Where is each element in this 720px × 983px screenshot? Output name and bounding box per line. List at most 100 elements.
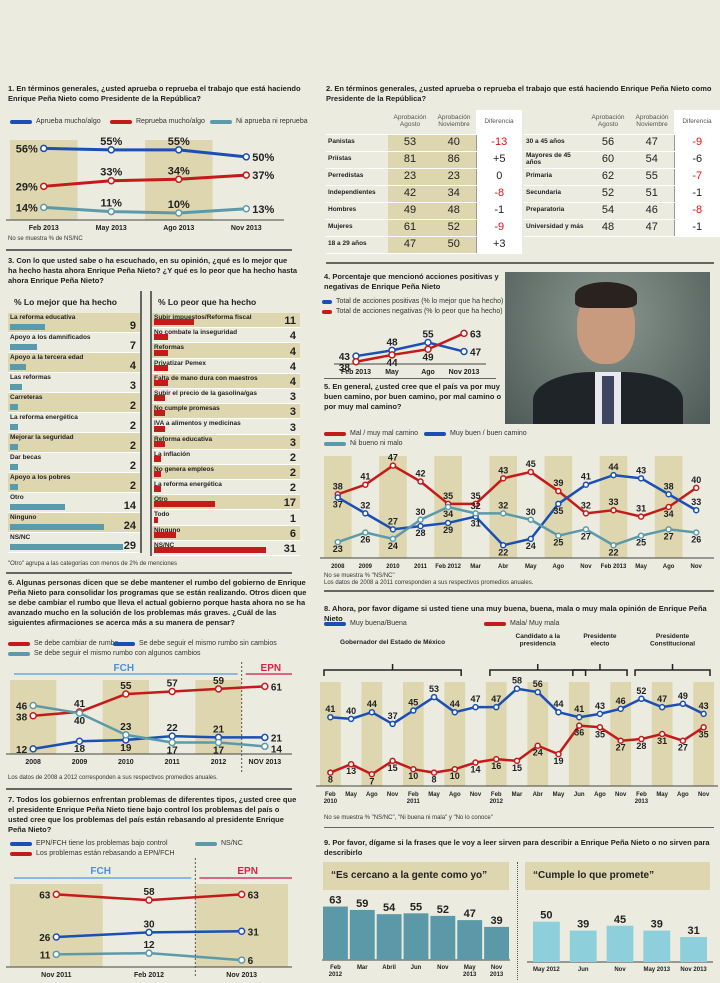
legend-item: Ni aprueba ni reprueba bbox=[210, 118, 308, 125]
data-label: 22 bbox=[167, 723, 179, 734]
bar-label: Otro bbox=[154, 496, 168, 504]
row-label: Mujeres bbox=[326, 219, 388, 237]
value-cell: 62 bbox=[586, 168, 630, 186]
value-cell: 47 bbox=[388, 236, 432, 254]
bar-value: 4 bbox=[129, 360, 136, 372]
legend-label: Ni aprueba ni reprueba bbox=[236, 118, 308, 125]
bar-label: Todo bbox=[154, 511, 170, 519]
q7-title: 7. Todos los gobiernos enfrentan problem… bbox=[8, 795, 297, 834]
data-point bbox=[389, 720, 396, 728]
bar-row: Privatizar Pemex 4 bbox=[152, 359, 300, 374]
data-label: 27 bbox=[388, 516, 398, 526]
x-tick-label: Nov 2013 bbox=[449, 369, 480, 376]
table-row: Perredistas 23 23 0 bbox=[326, 168, 522, 186]
bar-value: 4 bbox=[289, 375, 296, 388]
legend-label: Los problemas están rebasando a EPN/FCH bbox=[36, 850, 175, 857]
bar-row: La reforma energética 2 bbox=[152, 480, 300, 496]
bar bbox=[154, 334, 169, 341]
data-point bbox=[665, 491, 672, 498]
bar-value: 31 bbox=[687, 925, 699, 937]
data-label: 63 bbox=[39, 890, 51, 901]
x-tick-label: Jun bbox=[578, 967, 589, 973]
bar-row: No genera empleos 2 bbox=[152, 464, 300, 481]
data-label: 16 bbox=[491, 761, 501, 771]
x-tick-label: Ago bbox=[663, 564, 675, 570]
x-tick-label: Feb 2012 bbox=[490, 792, 504, 805]
data-point bbox=[658, 703, 666, 711]
bar bbox=[533, 921, 560, 962]
x-tick-label: May 2013 bbox=[96, 225, 127, 232]
x-tick-label: 2008 bbox=[25, 759, 41, 766]
q1-note: No se muestra % de NS/NC bbox=[8, 236, 83, 242]
data-point bbox=[145, 949, 153, 957]
bar bbox=[154, 379, 169, 386]
bar bbox=[10, 464, 18, 470]
x-tick-label: Nov bbox=[580, 564, 592, 570]
data-label: 25 bbox=[636, 538, 646, 548]
data-label: 33% bbox=[100, 167, 122, 179]
series-line-0 bbox=[355, 341, 465, 358]
x-tick-label: Abril bbox=[382, 965, 396, 971]
bar bbox=[606, 925, 634, 962]
x-tick-label: 2011 bbox=[414, 564, 428, 570]
q8-title: 8. Ahora, por favor dígame si usted tien… bbox=[324, 604, 707, 623]
data-point bbox=[389, 757, 396, 765]
bar-label: NS/NC bbox=[154, 541, 175, 549]
data-point bbox=[107, 146, 115, 154]
x-tick-label: Nov bbox=[614, 967, 626, 973]
legend-item: Total de acciones negativas (% lo peor q… bbox=[322, 308, 503, 315]
bar bbox=[10, 444, 18, 450]
q1-chart: Feb 2013 May 2013 Ago 2013 Nov 2013 56% 55% 55… bbox=[6, 136, 284, 232]
legend-label: Aprueba mucho/algo bbox=[36, 118, 101, 125]
difference-cell: -1 bbox=[475, 202, 522, 220]
data-point bbox=[638, 735, 645, 743]
column-band bbox=[527, 682, 549, 786]
data-label: 44 bbox=[553, 699, 563, 709]
data-point bbox=[472, 759, 479, 766]
table-row: Secundaria 52 51 -1 bbox=[524, 185, 720, 203]
data-point bbox=[347, 715, 355, 723]
data-point bbox=[499, 475, 507, 482]
data-point bbox=[692, 529, 700, 536]
data-label: 44 bbox=[450, 699, 460, 709]
data-label: 43 bbox=[498, 465, 508, 475]
data-label: 38 bbox=[664, 481, 674, 491]
bar bbox=[376, 914, 402, 960]
data-label: 21 bbox=[213, 724, 225, 735]
legend-swatch bbox=[424, 431, 446, 436]
x-tick-label: 2011 bbox=[165, 759, 180, 766]
data-point bbox=[617, 737, 624, 744]
bar-value: 24 bbox=[123, 520, 136, 532]
data-label: 56 bbox=[533, 679, 543, 689]
divider bbox=[6, 788, 292, 790]
data-point bbox=[637, 532, 645, 539]
data-point bbox=[237, 890, 246, 899]
column-band bbox=[320, 682, 341, 786]
difference-cell: -8 bbox=[475, 185, 522, 203]
data-label: 42 bbox=[415, 469, 425, 479]
bar-value: 2 bbox=[129, 440, 136, 452]
data-point bbox=[327, 713, 334, 721]
data-label: 29 bbox=[443, 525, 453, 535]
data-point bbox=[472, 703, 479, 711]
value-cell: 23 bbox=[388, 168, 432, 186]
data-label: 41 bbox=[360, 472, 370, 482]
data-label: 30 bbox=[526, 507, 536, 517]
data-point bbox=[700, 710, 707, 718]
bar-row: Las reformas 3 bbox=[8, 373, 140, 393]
difference-cell: -1 bbox=[673, 185, 720, 203]
bar-value: 39 bbox=[651, 919, 663, 931]
bar-row: Apoyo a los pobres 2 bbox=[8, 473, 140, 493]
data-label: 34% bbox=[168, 165, 190, 177]
difference-cell: -6 bbox=[673, 151, 720, 169]
data-label: 58 bbox=[143, 887, 155, 898]
column-header: Aprobación Noviembre bbox=[630, 110, 674, 135]
value-cell: 51 bbox=[630, 185, 674, 203]
data-point bbox=[679, 700, 687, 708]
bar bbox=[154, 471, 162, 478]
table-row: Panistas 53 40 -13 bbox=[326, 134, 522, 152]
q5-chart: 2008 2009 2010 2011 Feb 2012 Mar Abr May Ago Nov F… bbox=[320, 453, 714, 570]
data-point bbox=[534, 742, 541, 749]
legend-swatch bbox=[210, 119, 232, 124]
bar bbox=[10, 544, 124, 550]
